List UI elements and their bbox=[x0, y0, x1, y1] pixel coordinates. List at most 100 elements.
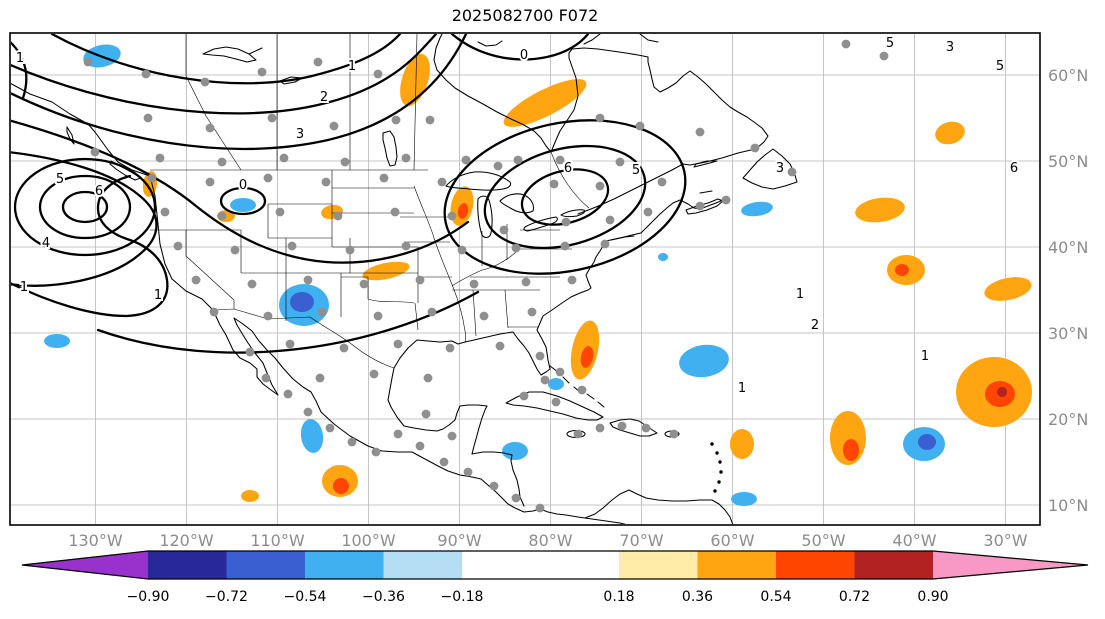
map-frame bbox=[9, 32, 1041, 526]
anomaly-region bbox=[935, 121, 965, 145]
contour-label: 0 bbox=[239, 178, 247, 193]
station-dot bbox=[217, 157, 227, 167]
lake-huron bbox=[499, 193, 534, 214]
station-dot bbox=[595, 113, 605, 123]
anomaly-region bbox=[503, 79, 587, 127]
station-dot bbox=[437, 177, 447, 187]
station-dot bbox=[303, 275, 313, 285]
station-dot bbox=[155, 153, 165, 163]
station-dot bbox=[617, 421, 627, 431]
station-dot bbox=[511, 493, 521, 503]
islet bbox=[718, 460, 722, 464]
station-dot bbox=[841, 39, 851, 49]
station-dot bbox=[600, 239, 610, 249]
colorbar-extend-left bbox=[22, 551, 148, 579]
station-dot bbox=[315, 373, 325, 383]
station-dot bbox=[573, 429, 583, 439]
colorbar: −0.90 −0.72 −0.54 −0.36 −0.18 0.18 0.36 0.54 0.7… bbox=[21, 550, 1089, 605]
station-dot bbox=[359, 279, 369, 289]
contour bbox=[50, 34, 402, 85]
lon-tick-label: 70°W bbox=[619, 531, 663, 550]
lake-winnipeg bbox=[382, 130, 398, 167]
station-dot bbox=[425, 115, 435, 125]
station-dot bbox=[479, 311, 489, 321]
colorbar-segment bbox=[697, 551, 776, 579]
islet bbox=[713, 489, 717, 493]
contour-ring bbox=[13, 157, 157, 257]
lon-tick-label: 90°W bbox=[437, 531, 481, 550]
contour-label: 0 bbox=[520, 48, 528, 63]
contour-label: 3 bbox=[946, 40, 954, 55]
station-dot bbox=[371, 447, 381, 457]
contour-ring bbox=[443, 119, 687, 275]
station-dot bbox=[495, 341, 505, 351]
station-dot bbox=[469, 279, 479, 289]
contour-label: 6 bbox=[1010, 161, 1018, 176]
station-dot bbox=[267, 113, 277, 123]
colorbar-tick-label: −0.36 bbox=[362, 589, 405, 605]
station-dot bbox=[721, 195, 731, 205]
station-dot bbox=[317, 307, 327, 317]
station-dot bbox=[527, 307, 537, 317]
station-dot bbox=[333, 211, 343, 221]
station-dot bbox=[283, 389, 293, 399]
contour-ring bbox=[38, 174, 132, 240]
contour-label: 1 bbox=[738, 381, 746, 396]
lat-tick-label: 20°N bbox=[1048, 410, 1088, 429]
island-pei bbox=[699, 190, 713, 194]
lon-tick-label: 130°W bbox=[68, 531, 123, 550]
station-dot bbox=[245, 347, 255, 357]
station-dot bbox=[641, 423, 651, 433]
coastline-south-america bbox=[584, 489, 734, 524]
station-dot bbox=[463, 467, 473, 477]
lat-tick-label: 60°N bbox=[1048, 66, 1088, 85]
anomaly-region bbox=[362, 261, 410, 281]
station-dot bbox=[489, 481, 499, 491]
station-dot bbox=[555, 367, 565, 377]
station-dot bbox=[551, 397, 561, 407]
arctic-island-fragments bbox=[477, 34, 659, 47]
colorbar-tick-label: −0.54 bbox=[284, 589, 327, 605]
contour bbox=[11, 151, 158, 287]
colorbar-tick-label: −0.90 bbox=[127, 589, 170, 605]
lake-ontario bbox=[560, 209, 586, 218]
contour-label: 1 bbox=[154, 288, 162, 303]
colorbar-outline bbox=[21, 550, 1089, 580]
station-dot bbox=[561, 217, 571, 227]
station-dot bbox=[205, 177, 215, 187]
station-dots bbox=[83, 39, 889, 513]
contour bbox=[11, 34, 468, 151]
colorbar-tick-label: −0.72 bbox=[205, 589, 248, 605]
anomaly-region bbox=[658, 253, 668, 261]
lon-tick-label: 110°W bbox=[250, 531, 305, 550]
station-dot bbox=[160, 207, 170, 217]
contour-label: 1 bbox=[348, 59, 356, 74]
station-dot bbox=[257, 67, 267, 77]
island-longisland bbox=[610, 235, 635, 241]
anomaly-region bbox=[241, 490, 259, 502]
station-dot bbox=[313, 57, 323, 67]
station-dot bbox=[439, 457, 449, 467]
anomaly-region bbox=[731, 492, 757, 506]
contour-label: 6 bbox=[564, 161, 572, 176]
station-dot bbox=[535, 351, 545, 361]
lat-tick-label: 10°N bbox=[1048, 496, 1088, 515]
station-dot bbox=[635, 121, 645, 131]
station-dot bbox=[205, 123, 215, 133]
station-dot bbox=[373, 311, 383, 321]
station-dot bbox=[401, 153, 411, 163]
lat-tick-labels: 60°N 50°N 40°N 30°N 20°N 10°N bbox=[1048, 66, 1088, 515]
station-dot bbox=[321, 177, 331, 187]
contour-lines bbox=[11, 34, 687, 354]
islands-lesser-antilles bbox=[710, 442, 723, 493]
colorbar-tick-label: 0.72 bbox=[839, 589, 870, 605]
station-dot bbox=[275, 207, 285, 217]
station-dot bbox=[143, 113, 153, 123]
lat-tick-label: 50°N bbox=[1048, 152, 1088, 171]
station-dot bbox=[447, 431, 457, 441]
station-dot bbox=[287, 241, 297, 251]
contour-label: 1 bbox=[921, 349, 929, 364]
station-dot bbox=[90, 147, 100, 157]
